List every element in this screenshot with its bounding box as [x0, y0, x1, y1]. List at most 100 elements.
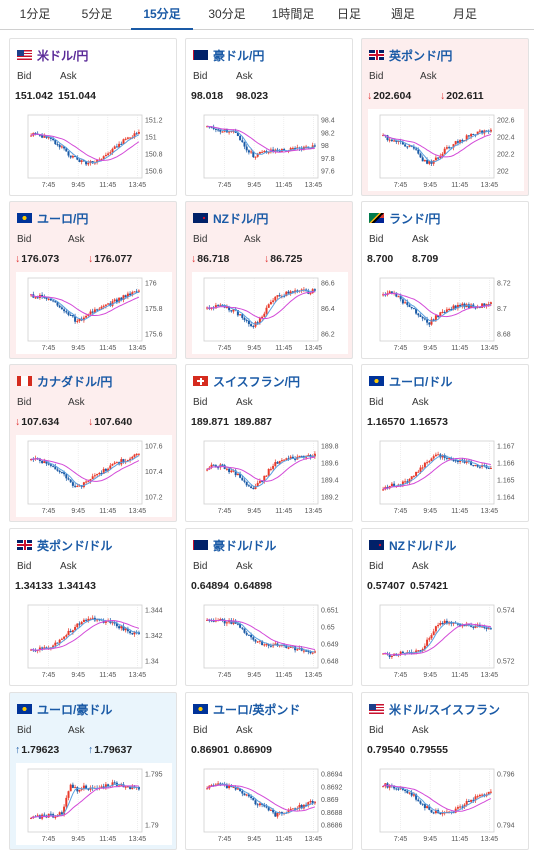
currency-card[interactable]: ユーロ/円 Bid Ask ↓176.073 ↓176.077 7:45 9:45 11:45…: [9, 201, 177, 359]
currency-title[interactable]: ユーロ/豪ドル: [17, 702, 113, 717]
tab-1[interactable]: 5分足: [81, 7, 113, 21]
candlestick-chart: 7:45 9:45 11:45 13:45 1.167 1.166 1.165 1.164: [379, 440, 515, 515]
mini-chart[interactable]: 7:45 9:45 11:45 13:45 1.167 1.166 1.165 1.164: [368, 435, 524, 517]
currency-name[interactable]: ユーロ/英ポンド: [213, 702, 301, 717]
currency-title[interactable]: カナダドル/円: [17, 374, 113, 389]
currency-name[interactable]: スイスフラン/円: [213, 374, 300, 389]
currency-card[interactable]: スイスフラン/円 Bid Ask 189.871 189.887 7:45 9:45 11:4…: [185, 364, 353, 522]
mini-chart[interactable]: 7:45 9:45 11:45 13:45 0.8694 0.8692 0.869 0.868…: [192, 763, 348, 845]
tab-5[interactable]: 日足: [336, 7, 361, 21]
x-tick-label: 13:45: [129, 182, 147, 189]
x-tick-label: 7:45: [218, 182, 232, 189]
currency-card[interactable]: 豪ドル/ドル Bid Ask 0.64894 0.64898 7:45 9:45 11:45 1…: [185, 528, 353, 686]
currency-title[interactable]: 英ポンド/円: [369, 48, 453, 63]
currency-card[interactable]: 米ドル/円 Bid Ask 151.042 151.044 7:45 9:45 11:45 13…: [9, 38, 177, 196]
candle-body: [41, 647, 44, 649]
mini-chart[interactable]: 7:45 9:45 11:45 13:45 107.6 107.4 107.2: [16, 435, 172, 517]
currency-name[interactable]: NZドル/ドル: [389, 538, 457, 553]
x-tick-label: 13:45: [305, 508, 323, 515]
mini-chart[interactable]: 7:45 9:45 11:45 13:45 0.796 0.794: [368, 763, 524, 845]
currency-card[interactable]: カナダドル/円 Bid Ask ↓107.634 ↓107.640 7:45 9:45 11:…: [9, 364, 177, 522]
currency-title[interactable]: 豪ドル/ドル: [193, 538, 277, 553]
currency-card[interactable]: NZドル/円 Bid Ask ↓86.718 ↓86.725 7:45 9:45 11:45 1…: [185, 201, 353, 359]
currency-title[interactable]: スイスフラン/円: [193, 374, 300, 389]
tab-0[interactable]: 1分足: [19, 7, 51, 21]
currency-name[interactable]: ユーロ/豪ドル: [37, 702, 113, 717]
plot-frame: [379, 440, 495, 505]
currency-name[interactable]: 米ドル/円: [37, 48, 89, 63]
currency-name[interactable]: カナダドル/円: [37, 374, 113, 389]
currency-name[interactable]: ユーロ/円: [37, 211, 89, 226]
mini-chart[interactable]: 7:45 9:45 11:45 13:45 98.4 98.2 98 97.8 97.6: [192, 109, 348, 191]
tab-7[interactable]: 月足: [452, 7, 477, 21]
currency-card[interactable]: NZドル/ドル Bid Ask 0.57407 0.57421 7:45 9:45 11:45…: [361, 528, 529, 686]
candle-body: [415, 148, 418, 150]
candle-body: [38, 134, 41, 136]
currency-title[interactable]: ランド/円: [369, 211, 441, 226]
tab-2[interactable]: 15分足: [131, 0, 193, 30]
candle-body: [386, 135, 389, 141]
currency-title[interactable]: 豪ドル/円: [193, 48, 265, 63]
currency-name[interactable]: 英ポンド/ドル: [37, 538, 113, 553]
currency-card[interactable]: ランド/円 Bid Ask 8.700 8.709 7:45 9:45 11:45 13:45 8…: [361, 201, 529, 359]
candle-body: [71, 156, 74, 158]
currency-title[interactable]: NZドル/円: [193, 211, 269, 226]
candle-body: [41, 135, 44, 138]
currency-name[interactable]: 米ドル/スイスフラン: [389, 702, 500, 717]
x-tick-label: 11:45: [451, 182, 468, 189]
candle-body: [82, 482, 85, 488]
currency-name[interactable]: ランド/円: [389, 211, 441, 226]
currency-title[interactable]: 米ドル/スイスフラン: [369, 702, 500, 717]
candle-body: [417, 650, 420, 652]
currency-title[interactable]: 米ドル/円: [17, 48, 89, 63]
long-ma-line: [382, 457, 491, 490]
candle-body: [307, 650, 310, 652]
candle-body: [241, 140, 244, 143]
currency-name[interactable]: ユーロ/ドル: [389, 374, 453, 389]
mini-chart[interactable]: 7:45 9:45 11:45 13:45 202.6 202.4 202.2 202: [368, 109, 524, 191]
currency-card[interactable]: 豪ドル/円 Bid Ask 98.018 98.023 7:45 9:45 11:45 13:4…: [185, 38, 353, 196]
tab-3[interactable]: 30分足: [208, 7, 246, 21]
mini-chart[interactable]: 7:45 9:45 11:45 13:45 176 175.8 175.6: [16, 272, 172, 354]
currency-title[interactable]: NZドル/ドル: [369, 538, 457, 553]
candle-body: [76, 486, 79, 488]
ch-flag-icon: [193, 376, 208, 386]
y-tick-label: 202.4: [497, 135, 515, 142]
candle-body: [461, 139, 464, 142]
mini-chart[interactable]: 7:45 9:45 11:45 13:45 86.6 86.4 86.2: [192, 272, 348, 354]
currency-name[interactable]: NZドル/円: [213, 211, 269, 226]
ask-number: 86.725: [270, 253, 303, 265]
candle-body: [285, 645, 288, 648]
currency-card[interactable]: ユーロ/ドル Bid Ask 1.16570 1.16573 7:45 9:45 11:45 1…: [361, 364, 529, 522]
currency-card[interactable]: 英ポンド/円 Bid Ask ↓202.604 ↓202.611 7:45 9:45 11:4…: [361, 38, 529, 196]
mini-chart[interactable]: 7:45 9:45 11:45 13:45 0.651 0.65 0.649 0.648: [192, 599, 348, 681]
currency-name[interactable]: 英ポンド/円: [389, 48, 453, 63]
plot-frame: [203, 277, 319, 342]
mini-chart[interactable]: 7:45 9:45 11:45 13:45 0.574 0.572: [368, 599, 524, 681]
currency-name[interactable]: 豪ドル/ドル: [213, 538, 277, 553]
mini-chart[interactable]: 7:45 9:45 11:45 13:45 1.344 1.342 1.34: [16, 599, 172, 681]
candle-body: [234, 786, 237, 790]
currency-card[interactable]: ユーロ/英ポンド Bid Ask 0.86901 0.86909 7:45 9:45 11:4…: [185, 692, 353, 850]
currency-title[interactable]: ユーロ/ドル: [369, 374, 453, 389]
mini-chart[interactable]: 7:45 9:45 11:45 13:45 8.72 8.7 8.68: [368, 272, 524, 354]
candle-body: [52, 138, 55, 141]
mini-chart[interactable]: 7:45 9:45 11:45 13:45 189.8 189.6 189.4 189.2: [192, 435, 348, 517]
gb-flag-icon: [369, 50, 384, 60]
tab-6[interactable]: 週足: [390, 7, 415, 21]
currency-card[interactable]: 米ドル/スイスフラン Bid Ask 0.79540 0.79555 7:45 9:45 11…: [361, 692, 529, 850]
tab-4[interactable]: 1時間足: [271, 7, 315, 21]
candle-body: [67, 630, 70, 636]
currency-title[interactable]: 英ポンド/ドル: [17, 538, 113, 553]
mini-chart[interactable]: 7:45 9:45 11:45 13:45 1.795 1.79: [16, 763, 172, 845]
currency-card[interactable]: 英ポンド/ドル Bid Ask 1.34133 1.34143 7:45 9:45 11:45…: [9, 528, 177, 686]
plot-frame: [379, 277, 495, 342]
currency-card[interactable]: ユーロ/豪ドル Bid Ask ↑1.79623 ↑1.79637 7:45 9:45 11:…: [9, 692, 177, 850]
candle-body: [210, 126, 213, 128]
currency-title[interactable]: ユーロ/円: [17, 211, 89, 226]
currency-name[interactable]: 豪ドル/円: [213, 48, 265, 63]
mini-chart[interactable]: 7:45 9:45 11:45 13:45 151.2 151 150.8 150.6: [16, 109, 172, 191]
candle-body: [58, 470, 61, 473]
x-tick-label: 11:45: [451, 345, 468, 352]
currency-title[interactable]: ユーロ/英ポンド: [193, 702, 301, 717]
